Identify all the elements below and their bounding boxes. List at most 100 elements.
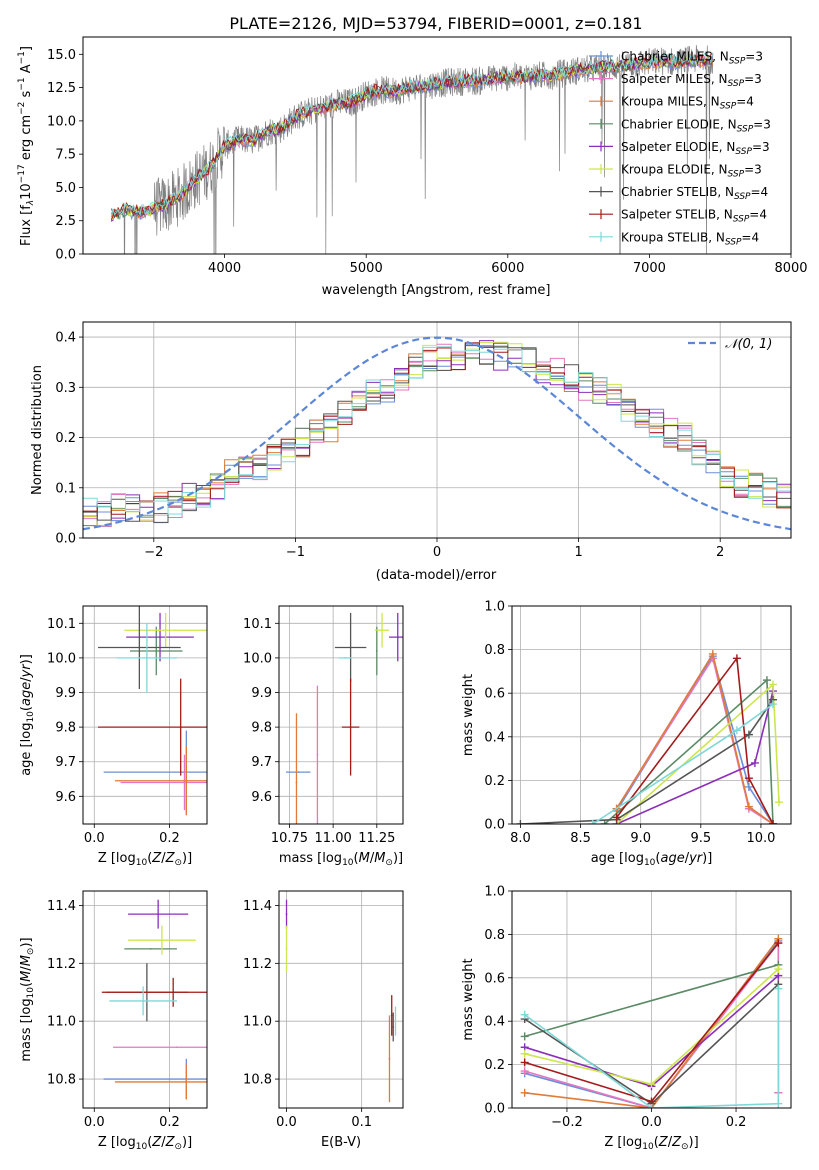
x-axis-label: Z [log10(Z/Z⊙)] bbox=[604, 1135, 698, 1152]
marker-salpeter-stelib bbox=[732, 654, 741, 663]
marker-kroupa-miles bbox=[520, 1088, 529, 1097]
x-tick-label: 8000 bbox=[774, 261, 807, 276]
axes-frame bbox=[278, 890, 404, 1109]
x-tick-label: 7000 bbox=[633, 261, 666, 276]
x-tick-label: 6000 bbox=[491, 261, 524, 276]
normal-distribution-curve bbox=[83, 336, 791, 531]
y-tick-label: 9.6 bbox=[55, 790, 76, 805]
plot-area bbox=[520, 934, 783, 1108]
point-kroupa-stelib bbox=[394, 1020, 397, 1023]
x-tick-label: 0.0 bbox=[641, 1115, 662, 1130]
y-tick-label: 9.9 bbox=[251, 686, 272, 701]
x-tick-label: 10.75 bbox=[271, 831, 308, 846]
marker-chabrier-elodie bbox=[520, 1032, 529, 1041]
y-tick-label: 0.4 bbox=[484, 730, 505, 745]
x-axis-label: age [log10(age/yr)] bbox=[591, 851, 713, 868]
point-chabrier-elodie bbox=[149, 947, 152, 950]
marker-kroupa-elodie bbox=[774, 798, 783, 807]
legend-label-kroupa-stelib: Kroupa STELIB, NSSP=4 bbox=[621, 230, 759, 247]
marker-kroupa-stelib bbox=[647, 1104, 656, 1108]
plot-area bbox=[101, 899, 207, 1100]
y-tick-label: 10.1 bbox=[243, 617, 272, 632]
marker-kroupa-elodie bbox=[520, 1049, 529, 1058]
marker-kroupa-elodie bbox=[647, 1080, 656, 1089]
marker-salpeter-miles bbox=[520, 1067, 529, 1076]
mass-vs-metallicity-panel: 0.0 0.2 10.8 11.0 11.2 11.4 Z [log10(Z/Z⊙)] mas… bbox=[19, 890, 208, 1152]
legend-label-kroupa-elodie: Kroupa ELODIE, NSSP=3 bbox=[621, 163, 762, 180]
point-kroupa-stelib bbox=[142, 1000, 145, 1002]
x-tick-label: −2 bbox=[144, 545, 163, 560]
axes-frame bbox=[82, 36, 792, 255]
point-salpeter-stelib bbox=[390, 1014, 393, 1017]
x-tick-label: −1 bbox=[286, 545, 305, 560]
x-tick-label: 4000 bbox=[208, 261, 241, 276]
y-tick-label: 0.4 bbox=[484, 1015, 505, 1030]
y-tick-label: 10.0 bbox=[47, 651, 76, 666]
point-chabrier-stelib bbox=[392, 1026, 395, 1028]
y-tick-label: 0.2 bbox=[484, 774, 505, 789]
point-chabrier-stelib bbox=[349, 646, 352, 649]
point-salpeter-elodie bbox=[396, 636, 399, 639]
point-salpeter-miles bbox=[183, 781, 186, 784]
marker-salpeter-stelib bbox=[774, 939, 783, 948]
legend-label-chabrier-elodie: Chabrier ELODIE, NSSP=3 bbox=[621, 117, 771, 134]
point-kroupa-miles bbox=[295, 781, 298, 784]
point-kroupa-elodie bbox=[161, 939, 163, 942]
x-tick-label: 0.1 bbox=[351, 1115, 372, 1130]
y-tick-label: 11.2 bbox=[47, 957, 76, 972]
y-axis-label: mass weight bbox=[461, 674, 476, 756]
age-vs-mass-panel: 10.75 11.00 11.25 9.6 9.7 9.8 9.9 10.0 10.1 mass … bbox=[243, 605, 404, 868]
series-line-kroupa-stelib bbox=[524, 988, 780, 1108]
x-tick-label: 0 bbox=[433, 545, 441, 560]
y-tick-label: 11.2 bbox=[243, 957, 272, 972]
point-salpeter-stelib bbox=[179, 726, 182, 729]
x-tick-label: 0.2 bbox=[726, 1115, 747, 1130]
y-tick-label: 15.0 bbox=[47, 48, 76, 63]
marker-kroupa-miles bbox=[744, 802, 753, 811]
x-axis-label: Z [log10(Z/Z⊙)] bbox=[98, 1135, 192, 1152]
marker-kroupa-stelib bbox=[732, 726, 741, 735]
y-tick-label: 9.8 bbox=[55, 721, 76, 736]
y-tick-label: 0.8 bbox=[484, 643, 505, 658]
y-tick-label: 0.6 bbox=[484, 687, 505, 702]
plot-area bbox=[516, 649, 783, 824]
y-tick-label: 11.0 bbox=[243, 1015, 272, 1030]
model-spectrum-line-kroupa-stelib bbox=[110, 51, 714, 217]
plot-area bbox=[285, 899, 397, 1103]
point-kroupa-miles bbox=[388, 1057, 391, 1060]
marker-chabrier-stelib bbox=[516, 820, 525, 824]
x-tick-label: 9.5 bbox=[690, 831, 711, 846]
y-tick-label: 10.8 bbox=[47, 1073, 76, 1088]
point-salpeter-miles bbox=[176, 1046, 178, 1049]
legend-label-salpeter-elodie: Salpeter ELODIE, NSSP=3 bbox=[621, 140, 770, 157]
spectrum-legend: Chabrier MILES, NSSP=3 Salpeter MILES, NS… bbox=[589, 50, 771, 247]
point-salpeter-elodie bbox=[285, 913, 288, 916]
x-tick-label: 10.0 bbox=[746, 831, 775, 846]
mass-weight-vs-age-panel: 8.0 8.5 9.0 9.5 10.0 0.0 0.2 0.4 0.6 0.8 1.0 age [l… bbox=[461, 600, 792, 868]
point-kroupa-miles bbox=[185, 779, 188, 782]
y-tick-label: 7.5 bbox=[55, 148, 76, 163]
marker-kroupa-stelib bbox=[768, 700, 777, 709]
y-tick-label: 10.0 bbox=[47, 114, 76, 129]
x-tick-label: 0.0 bbox=[84, 1115, 105, 1130]
marker-chabrier-miles bbox=[744, 782, 753, 791]
axes-frame bbox=[82, 605, 208, 825]
y-axis-label: Normed distribution bbox=[30, 365, 45, 495]
figure-title: PLATE=2126, MJD=53794, FIBERID=0001, z=0… bbox=[229, 14, 642, 33]
y-axis-label: mass [log10(M/M⊙)] bbox=[19, 937, 36, 1061]
marker-salpeter-stelib bbox=[744, 774, 753, 783]
y-tick-label: 11.4 bbox=[243, 899, 272, 914]
point-salpeter-miles bbox=[316, 753, 319, 756]
y-tick-label: 2.5 bbox=[55, 214, 76, 229]
x-tick-label: −0.2 bbox=[551, 1115, 583, 1130]
series-line-kroupa-miles bbox=[615, 651, 774, 824]
legend-label-chabrier-miles: Chabrier MILES, NSSP=3 bbox=[621, 50, 763, 67]
y-tick-label: 11.4 bbox=[47, 899, 76, 914]
y-tick-label: 0.1 bbox=[55, 481, 76, 496]
y-tick-label: 0.4 bbox=[55, 331, 76, 346]
x-axis-label: mass [log10(M/M⊙)] bbox=[279, 851, 403, 868]
point-salpeter-elodie bbox=[157, 913, 160, 916]
marker-chabrier-elodie bbox=[600, 820, 609, 824]
series-line-salpeter-stelib bbox=[615, 656, 774, 824]
point-kroupa-elodie bbox=[164, 629, 167, 632]
